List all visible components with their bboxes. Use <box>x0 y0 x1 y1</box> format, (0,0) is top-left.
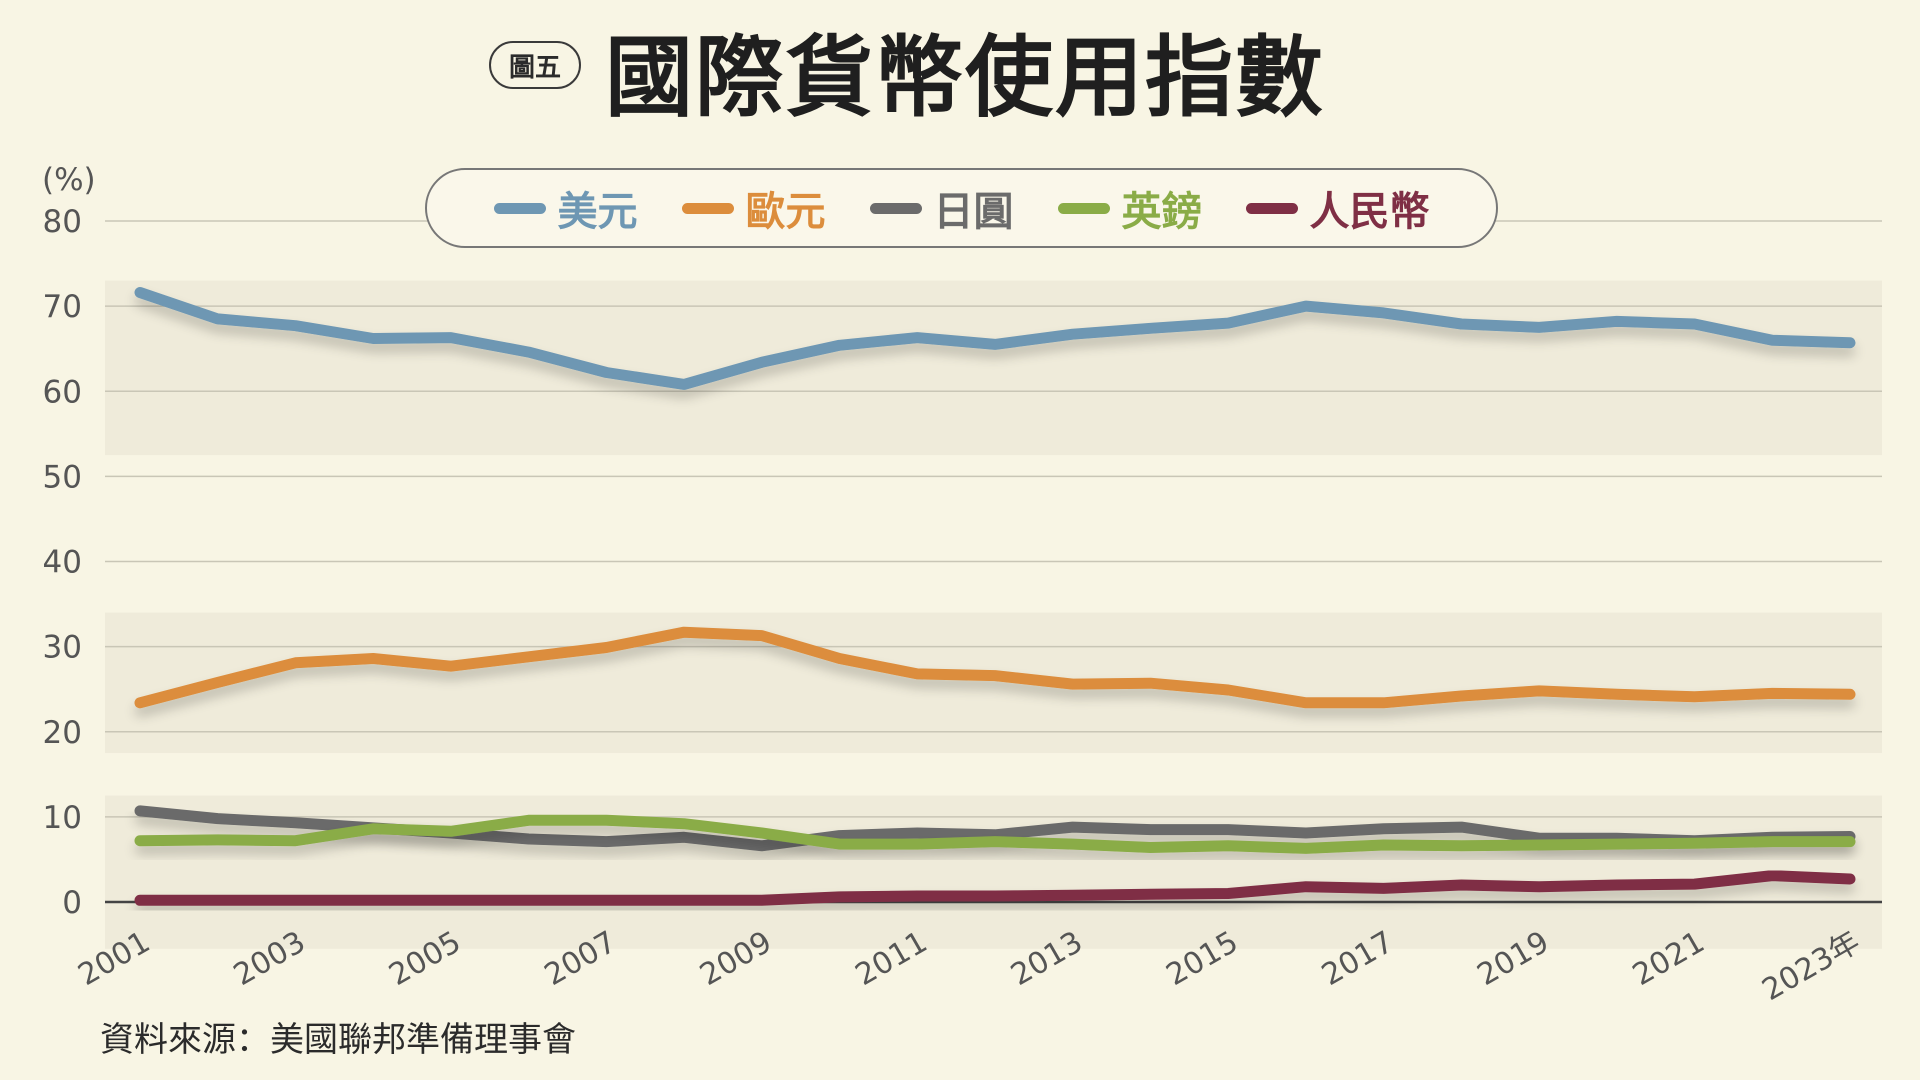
series-bands <box>105 280 1882 949</box>
y-tick-label: 80 <box>43 204 82 240</box>
legend-label-gbp: 英鎊 <box>1121 189 1202 235</box>
legend-label-jpy: 日圓 <box>933 189 1014 235</box>
figure-number-badge: 圖五 <box>489 41 581 89</box>
legend-swatch-jpy <box>869 202 922 214</box>
legend: 美元 歐元 日圓 英鎊 人民幣 <box>425 168 1498 248</box>
series-line <box>134 626 1856 709</box>
series-band <box>105 795 1882 949</box>
series-band <box>105 612 1882 754</box>
legend-item-gbp: 英鎊 <box>1057 179 1202 237</box>
y-tick-label: 50 <box>43 459 82 495</box>
legend-swatch-usd <box>493 202 546 214</box>
legend-label-eur: 歐元 <box>745 189 826 235</box>
legend-swatch-gbp <box>1057 202 1110 214</box>
series-line <box>134 870 1856 906</box>
legend-swatch-eur <box>681 202 734 214</box>
series-line <box>134 287 1856 390</box>
legend-item-eur: 歐元 <box>681 179 826 237</box>
source-note: 資料來源：美國聯邦準備理事會 <box>100 1020 576 1060</box>
y-tick-label: 30 <box>43 630 82 666</box>
y-tick-label: 0 <box>62 885 82 921</box>
legend-item-usd: 美元 <box>493 179 638 237</box>
series-line <box>134 814 1856 854</box>
y-tick-label: 60 <box>43 374 82 410</box>
legend-swatch-cny <box>1245 202 1298 214</box>
y-tick-label: 40 <box>43 545 82 581</box>
legend-label-cny: 人民幣 <box>1309 189 1430 235</box>
legend-label-usd: 美元 <box>557 189 638 235</box>
y-tick-label: 20 <box>43 715 82 751</box>
y-tick-label: 10 <box>43 800 82 836</box>
y-axis-ticks: 0 10 20 30 40 50 60 70 80 <box>43 204 82 921</box>
series-lines <box>134 287 1856 906</box>
chart-title: 國際貨幣使用指數 <box>605 26 1326 129</box>
legend-item-jpy: 日圓 <box>869 179 1014 237</box>
series-band <box>105 280 1882 456</box>
legend-item-cny: 人民幣 <box>1245 179 1430 237</box>
y-axis-label: (%) <box>42 162 96 198</box>
y-tick-label: 70 <box>43 289 82 325</box>
